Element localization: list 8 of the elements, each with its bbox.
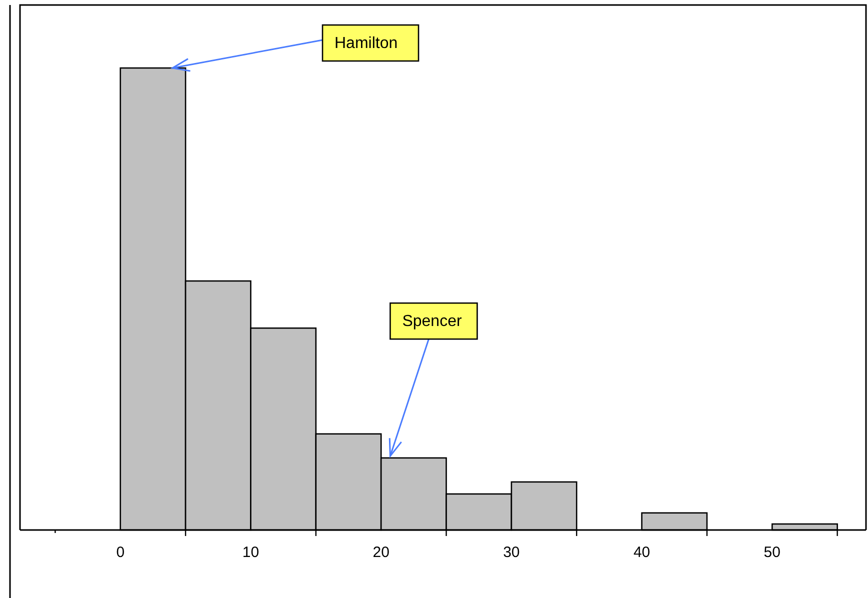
x-tick-label: 10 <box>242 544 260 561</box>
x-tick-label: 50 <box>764 544 780 561</box>
x-tick-label: 0 <box>116 544 125 561</box>
x-tick-label: 20 <box>372 544 390 561</box>
x-tick-label: 40 <box>633 544 650 561</box>
annotation: Hamilton <box>334 35 398 52</box>
x-tick-label: 30 <box>503 544 520 561</box>
annotation: Spencer <box>402 313 462 330</box>
